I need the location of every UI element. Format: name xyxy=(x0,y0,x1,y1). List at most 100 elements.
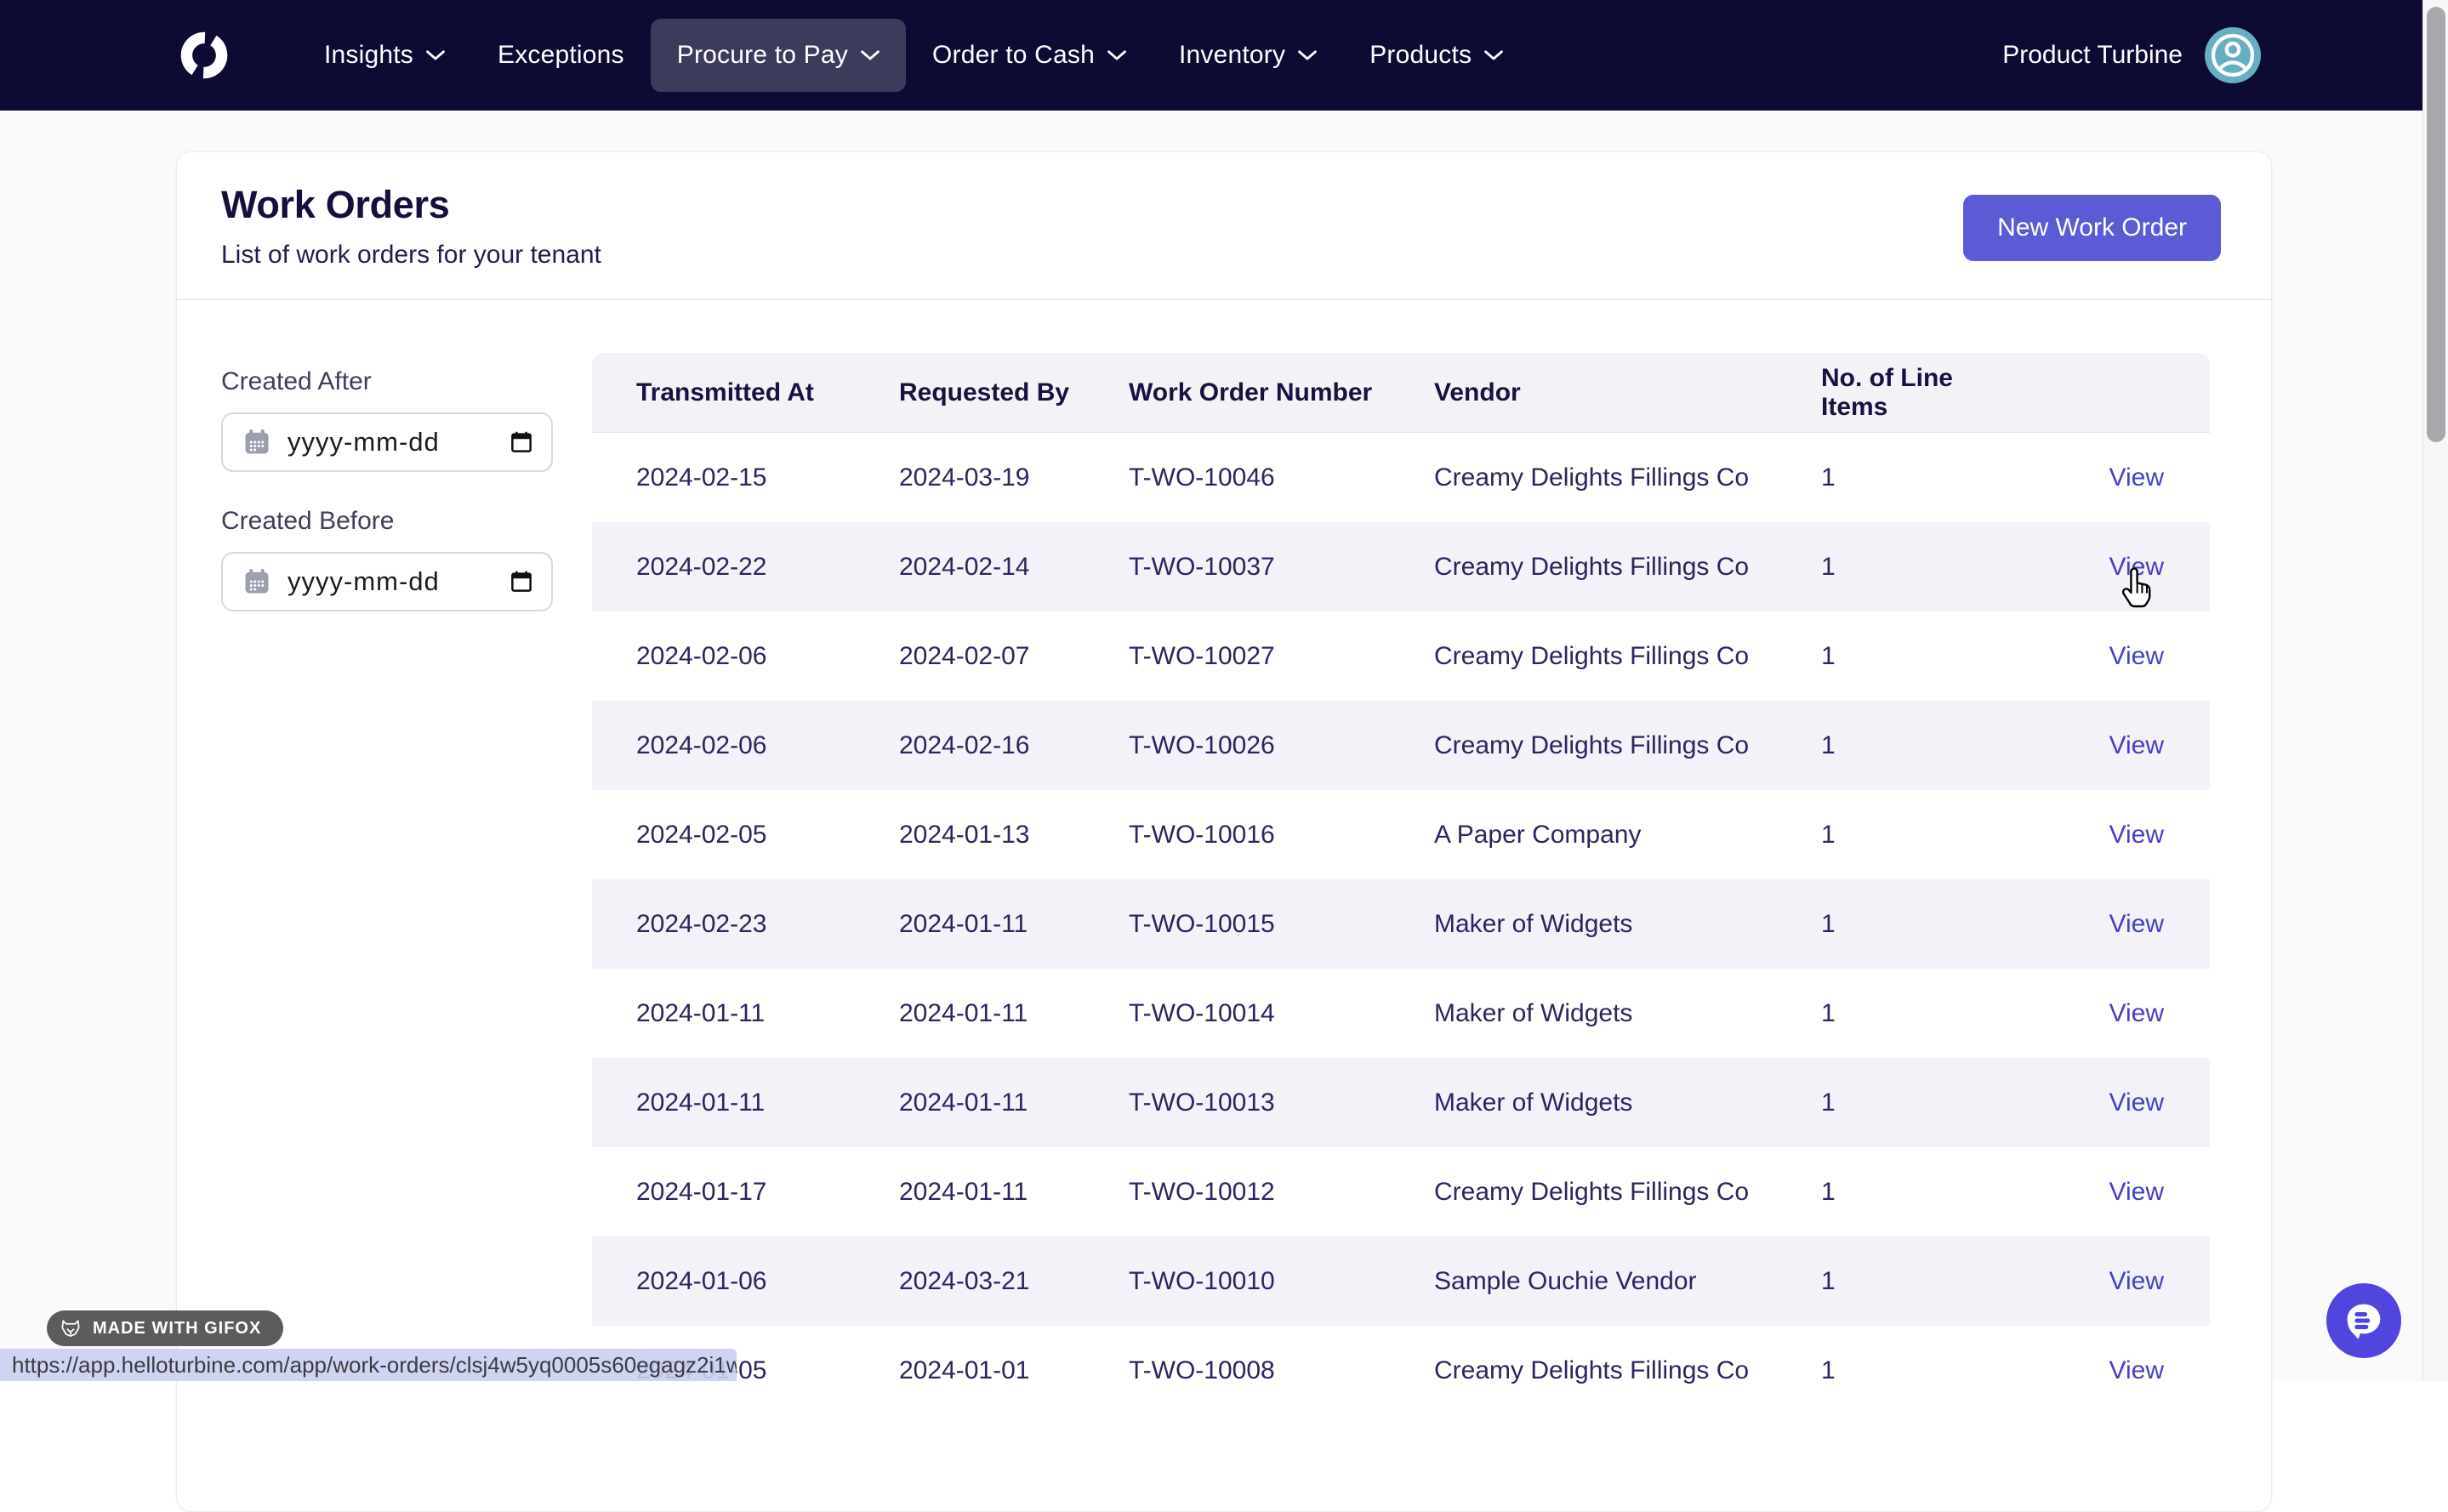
table-header-row: Transmitted At Requested By Work Order N… xyxy=(592,353,2210,433)
cell-line-items: 1 xyxy=(1821,730,1836,759)
view-link[interactable]: View xyxy=(2109,1177,2164,1206)
cell-transmitted-at: 2024-02-22 xyxy=(636,552,767,581)
cell-requested-by: 2024-02-07 xyxy=(899,641,1030,670)
new-work-order-button[interactable]: New Work Order xyxy=(1963,195,2221,261)
cell-line-items: 1 xyxy=(1821,463,1836,492)
page-title: Work Orders xyxy=(221,183,450,226)
created-before-input[interactable] xyxy=(287,566,483,597)
column-header: Transmitted At xyxy=(636,378,814,406)
nav-item[interactable]: Exceptions xyxy=(471,19,651,92)
cell-work-order-number: T-WO-10014 xyxy=(1129,998,1275,1027)
cell-line-items: 1 xyxy=(1821,909,1836,938)
account-label: Product Turbine xyxy=(2002,41,2183,69)
date-picker-icon[interactable] xyxy=(509,569,534,594)
cell-transmitted-at: 2024-01-11 xyxy=(636,1088,766,1117)
cell-work-order-number: T-WO-10013 xyxy=(1129,1088,1275,1117)
nav-item[interactable]: Procure to Pay xyxy=(650,19,906,92)
cell-vendor: Creamy Delights Fillings Co xyxy=(1434,641,1750,670)
cell-line-items: 1 xyxy=(1821,552,1836,581)
date-picker-icon[interactable] xyxy=(509,429,534,455)
view-link[interactable]: View xyxy=(2109,909,2164,938)
cell-vendor: Creamy Delights Fillings Co xyxy=(1434,1177,1750,1206)
cell-line-items: 1 xyxy=(1821,1266,1836,1295)
table-row: 2024-01-17 2024-01-11 T-WO-10012 Creamy … xyxy=(592,1147,2210,1236)
cell-requested-by: 2024-02-16 xyxy=(899,730,1030,759)
cell-vendor: Maker of Widgets xyxy=(1434,998,1633,1027)
nav-item[interactable]: Order to Cash xyxy=(906,19,1153,92)
turbine-logo-icon[interactable] xyxy=(175,26,233,84)
work-orders-table-body: 2024-02-15 2024-03-19 T-WO-10046 Creamy … xyxy=(592,433,2210,1415)
cell-vendor: Sample Ouchie Vendor xyxy=(1434,1266,1697,1295)
view-link[interactable]: View xyxy=(2109,552,2164,581)
cell-transmitted-at: 2024-02-23 xyxy=(636,909,767,938)
cell-requested-by: 2024-01-11 xyxy=(899,1088,1028,1117)
cell-requested-by: 2024-01-13 xyxy=(899,820,1030,849)
view-link[interactable]: View xyxy=(2109,641,2164,670)
cell-requested-by: 2024-03-19 xyxy=(899,463,1030,492)
view-link[interactable]: View xyxy=(2109,998,2164,1027)
cell-line-items: 1 xyxy=(1821,1088,1836,1117)
created-before-input-wrap[interactable] xyxy=(221,552,553,611)
table-row: 2024-01-06 2024-03-21 T-WO-10010 Sample … xyxy=(592,1236,2210,1326)
cell-requested-by: 2024-01-01 xyxy=(899,1356,1030,1384)
calendar-icon xyxy=(245,429,269,454)
cell-work-order-number: T-WO-10027 xyxy=(1129,641,1275,670)
nav-item-label: Products xyxy=(1369,41,1472,69)
cell-vendor: A Paper Company xyxy=(1434,820,1642,849)
gifox-fox-icon xyxy=(61,1320,80,1337)
table-row: 2024-01-11 2024-01-11 T-WO-10014 Maker o… xyxy=(592,969,2210,1058)
cell-transmitted-at: 2024-02-06 xyxy=(636,641,767,670)
chat-widget-button[interactable] xyxy=(2326,1283,2401,1358)
card-header: Work Orders List of work orders for your… xyxy=(177,152,2271,300)
column-header: Requested By xyxy=(899,378,1070,406)
nav-item[interactable]: Inventory xyxy=(1153,19,1343,92)
cell-vendor: Creamy Delights Fillings Co xyxy=(1434,730,1750,759)
account-area: Product Turbine xyxy=(2002,27,2448,83)
cell-work-order-number: T-WO-10015 xyxy=(1129,909,1275,938)
cell-requested-by: 2024-02-14 xyxy=(899,552,1030,581)
cell-vendor: Maker of Widgets xyxy=(1434,909,1633,938)
cell-transmitted-at: 2024-01-06 xyxy=(636,1266,767,1295)
chevron-down-icon xyxy=(426,49,445,60)
table-row: 2024-02-22 2024-02-14 T-WO-10037 Creamy … xyxy=(592,522,2210,611)
view-link[interactable]: View xyxy=(2109,1356,2164,1384)
vertical-scrollbar[interactable] xyxy=(2422,0,2448,1381)
scrollbar-thumb[interactable] xyxy=(2427,7,2445,442)
status-url-bar: https://app.helloturbine.com/app/work-or… xyxy=(0,1349,737,1381)
nav-item[interactable]: Products xyxy=(1343,19,1529,92)
chevron-down-icon xyxy=(1298,49,1318,60)
nav-item-label: Insights xyxy=(324,41,413,69)
table-row: 2024-01-05 2024-01-01 T-WO-10008 Creamy … xyxy=(592,1326,2210,1415)
nav-items: Insights Exceptions Procure to Pay Order… xyxy=(298,19,1529,92)
nav-item[interactable]: Insights xyxy=(298,19,471,92)
cell-work-order-number: T-WO-10016 xyxy=(1129,820,1275,849)
work-orders-table: Transmitted At Requested By Work Order N… xyxy=(592,353,2210,1415)
created-after-input[interactable] xyxy=(287,427,483,458)
cell-transmitted-at: 2024-02-15 xyxy=(636,463,767,492)
cell-work-order-number: T-WO-10046 xyxy=(1129,463,1275,492)
column-header: No. of Line Items xyxy=(1821,363,1953,421)
chevron-down-icon xyxy=(1107,49,1126,60)
cell-work-order-number: T-WO-10012 xyxy=(1129,1177,1275,1206)
column-header: Vendor xyxy=(1434,378,1521,406)
cell-line-items: 1 xyxy=(1821,1177,1836,1206)
cell-vendor: Creamy Delights Fillings Co xyxy=(1434,552,1750,581)
table-row: 2024-01-11 2024-01-11 T-WO-10013 Maker o… xyxy=(592,1058,2210,1147)
view-link[interactable]: View xyxy=(2109,463,2164,492)
table-row: 2024-02-05 2024-01-13 T-WO-10016 A Paper… xyxy=(592,790,2210,879)
created-after-input-wrap[interactable] xyxy=(221,412,553,472)
view-link[interactable]: View xyxy=(2109,820,2164,849)
nav-item-label: Procure to Pay xyxy=(676,41,848,69)
view-link[interactable]: View xyxy=(2109,730,2164,759)
view-link[interactable]: View xyxy=(2109,1266,2164,1295)
cell-work-order-number: T-WO-10037 xyxy=(1129,552,1275,581)
cell-vendor: Maker of Widgets xyxy=(1434,1088,1633,1117)
cell-vendor: Creamy Delights Fillings Co xyxy=(1434,1356,1750,1384)
cell-line-items: 1 xyxy=(1821,820,1836,849)
cell-requested-by: 2024-01-11 xyxy=(899,909,1028,938)
user-avatar-icon[interactable] xyxy=(2205,27,2261,83)
status-url-text: https://app.helloturbine.com/app/work-or… xyxy=(12,1351,737,1378)
created-before-label: Created Before xyxy=(221,507,395,535)
calendar-icon xyxy=(245,569,269,594)
view-link[interactable]: View xyxy=(2109,1088,2164,1117)
